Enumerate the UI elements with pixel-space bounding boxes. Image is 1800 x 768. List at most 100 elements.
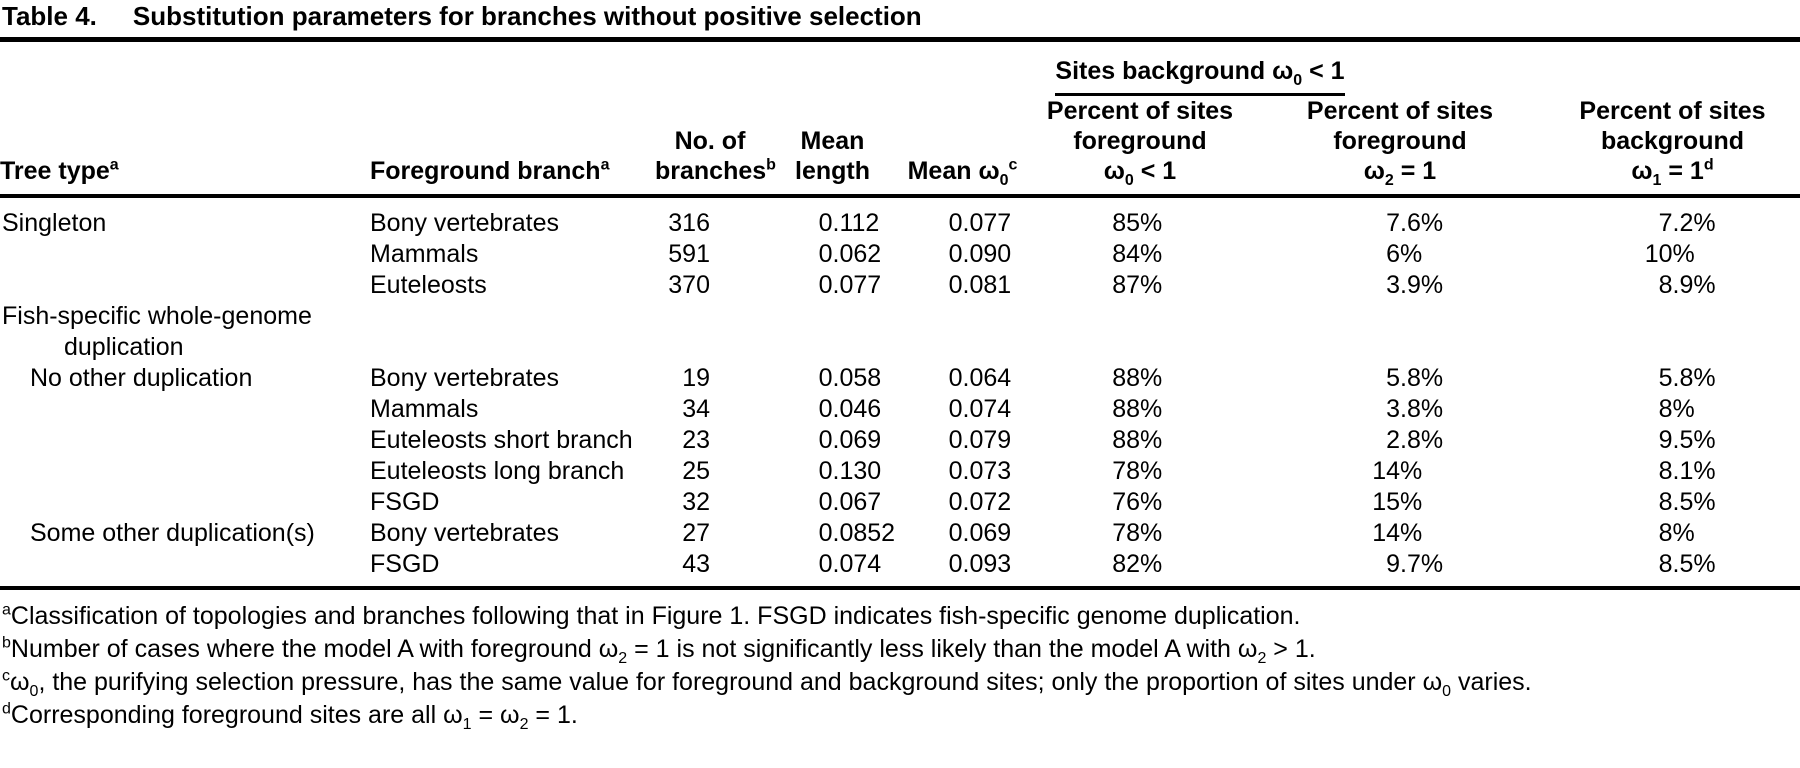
table-row: Euteleosts long branch 25 0.130 0.073 78% 14%…	[0, 456, 1800, 487]
cell-mean-omega0: 0.074	[948, 395, 1012, 423]
cell-mean-length: 0.130	[818, 457, 882, 485]
cell-mean-omega0: 0.093	[948, 550, 1012, 578]
cell-tree-type	[0, 270, 370, 301]
col-header-foreground-branch: Foreground brancha	[370, 96, 655, 198]
cell-mean-length: 0.077	[818, 271, 882, 299]
cell-tree-type: No other duplication	[30, 364, 253, 392]
cell-mean-length: 0.067	[818, 488, 882, 516]
cell-no-of-branches: 591	[668, 240, 710, 268]
footnote-d: dCorresponding foreground sites are all …	[2, 700, 578, 733]
cell-no-of-branches: 370	[668, 271, 710, 299]
footnote-b: bNumber of cases where the model A with …	[2, 634, 1316, 667]
col-header-mean-length: Mean length	[765, 96, 900, 198]
header-row: Tree typea Foreground brancha No. of bran…	[0, 96, 1800, 198]
table-row: Euteleosts 370 0.077 0.081 87% 3.9% 8.9%	[0, 270, 1800, 301]
cell-mean-length: 0.062	[818, 240, 882, 268]
table-row: FSGD 43 0.074 0.093 82% 9.7% 8.5%	[0, 549, 1800, 580]
table-row: Some other duplication(s) Bony vertebrate…	[0, 518, 1800, 549]
substitution-parameters-table: Sites background ω0 < 1 Tree typea Foreg…	[0, 42, 1800, 580]
cell-mean-length: 0.112	[818, 209, 880, 237]
cell-pct-foreground-omega0: 85%	[1112, 209, 1163, 237]
cell-mean-omega0: 0.069	[948, 519, 1012, 547]
cell-mean-length: 0.046	[818, 395, 882, 423]
cell-pct-foreground-omega0	[1025, 301, 1255, 363]
table-body: Singleton Bony vertebrates 316 0.112 0.077 85…	[0, 196, 1800, 580]
cell-pct-foreground-omega0: 88%	[1112, 364, 1163, 392]
cell-no-of-branches: 19	[682, 364, 710, 392]
cell-tree-type: Singleton	[2, 209, 107, 237]
table-row: Mammals 591 0.062 0.090 84% 6% 10%	[0, 239, 1800, 270]
col-header-pct-background-omega1: Percent of sites background ω1 = 1d	[1545, 96, 1800, 198]
cell-pct-foreground-omega2: 14%	[1372, 519, 1423, 547]
cell-no-of-branches: 27	[682, 519, 710, 547]
table-row: Mammals 34 0.046 0.074 88% 3.8% 8%	[0, 394, 1800, 425]
col-header-tree-type: Tree typea	[0, 96, 370, 198]
cell-pct-foreground-omega2: 6%	[1386, 240, 1423, 268]
cell-tree-type	[0, 239, 370, 270]
table-row: Singleton Bony vertebrates 316 0.112 0.077 85…	[0, 196, 1800, 239]
cell-pct-foreground-omega0: 84%	[1112, 240, 1163, 268]
cell-mean-omega0: 0.077	[948, 209, 1012, 237]
cell-pct-foreground-omega2: 2.8%	[1386, 426, 1444, 454]
spanner-row: Sites background ω0 < 1	[0, 42, 1800, 96]
cell-tree-type	[0, 487, 370, 518]
cell-mean-length: 0.074	[818, 550, 882, 578]
cell-pct-foreground-omega2: 9.7%	[1386, 550, 1444, 578]
cell-foreground-branch: FSGD	[370, 550, 440, 578]
cell-pct-foreground-omega0: 87%	[1112, 271, 1163, 299]
cell-pct-foreground-omega0: 82%	[1112, 550, 1163, 578]
cell-pct-background-omega1	[1545, 301, 1800, 363]
col-header-pct-foreground-omega2: Percent of sites foreground ω2 = 1	[1255, 96, 1545, 198]
cell-pct-foreground-omega0: 88%	[1112, 395, 1163, 423]
cell-mean-omega0: 0.072	[948, 488, 1012, 516]
group-row: Fish-specific whole-genome duplication	[0, 301, 1800, 363]
cell-mean-length	[765, 301, 900, 363]
table-label: Table 4.	[2, 1, 97, 31]
cell-pct-foreground-omega0: 78%	[1112, 519, 1163, 547]
col-header-no-of-branches: No. of branchesb	[655, 96, 776, 198]
cell-mean-omega0: 0.073	[948, 457, 1012, 485]
spanner-underline	[1055, 93, 1345, 96]
cell-no-of-branches: 32	[682, 488, 710, 516]
cell-mean-omega0: 0.064	[948, 364, 1012, 392]
cell-pct-foreground-omega2: 3.8%	[1386, 395, 1444, 423]
spanner-spacer	[1545, 42, 1800, 96]
cell-foreground-branch: Bony vertebrates	[370, 364, 559, 392]
cell-pct-background-omega1: 9.5%	[1658, 426, 1716, 454]
cell-foreground-branch	[370, 301, 655, 363]
cell-mean-length: 0.069	[818, 426, 882, 454]
cell-tree-type: Some other duplication(s)	[30, 519, 315, 547]
cell-no-of-branches: 25	[682, 457, 710, 485]
cell-pct-background-omega1: 7.2%	[1658, 209, 1716, 237]
footnotes: aClassification of topologies and branch…	[0, 590, 1800, 733]
cell-mean-length: 0.0852	[818, 519, 896, 547]
cell-pct-foreground-omega2: 7.6%	[1386, 209, 1444, 237]
cell-tree-type	[0, 456, 370, 487]
cell-tree-type: Fish-specific whole-genome duplication	[2, 302, 312, 361]
cell-mean-omega0: 0.079	[948, 426, 1012, 454]
table-title: Substitution parameters for branches wit…	[132, 1, 922, 31]
cell-foreground-branch: Mammals	[370, 395, 479, 423]
footnote-a: aClassification of topologies and branch…	[2, 601, 1301, 630]
cell-foreground-branch: Euteleosts long branch	[370, 457, 625, 485]
table-row: Euteleosts short branch 23 0.069 0.079 88% 2.…	[0, 425, 1800, 456]
cell-pct-background-omega1: 8%	[1658, 519, 1695, 547]
spanner-spacer	[0, 42, 1025, 96]
cell-no-of-branches	[655, 301, 765, 363]
cell-foreground-branch: Euteleosts short branch	[370, 426, 633, 454]
cell-pct-foreground-omega2: 15%	[1372, 488, 1423, 516]
spanner-label: Sites background ω0 < 1	[1055, 57, 1345, 89]
cell-pct-foreground-omega2: 3.9%	[1386, 271, 1444, 299]
cell-no-of-branches: 316	[668, 209, 710, 237]
cell-pct-foreground-omega0: 78%	[1112, 457, 1163, 485]
cell-pct-background-omega1: 8.1%	[1658, 457, 1716, 485]
col-header-pct-foreground-omega0: Percent of sites foreground ω0 < 1	[1025, 96, 1255, 198]
cell-tree-type	[0, 394, 370, 425]
col-header-mean-omega0: Mean ω0c	[900, 96, 1025, 198]
cell-pct-background-omega1: 8%	[1658, 395, 1695, 423]
cell-mean-omega0: 0.081	[948, 271, 1012, 299]
cell-mean-omega0	[900, 301, 1025, 363]
footnote-c: cω0, the purifying selection pressure, h…	[2, 667, 1532, 700]
cell-tree-type	[0, 425, 370, 456]
